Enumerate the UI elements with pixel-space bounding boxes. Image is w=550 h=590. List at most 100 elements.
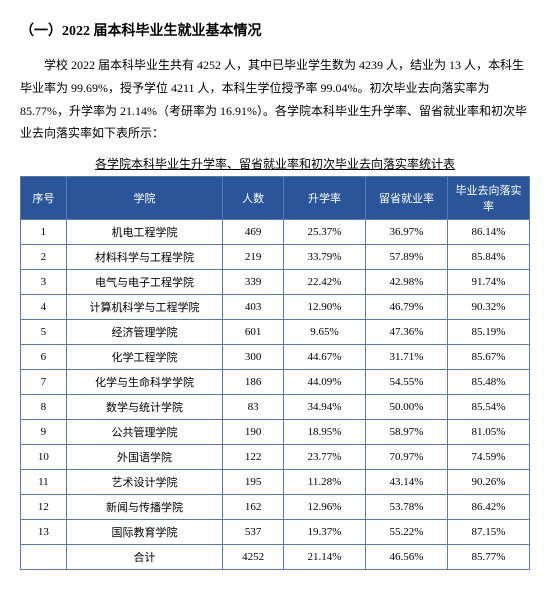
table-cell: 469 xyxy=(223,220,284,245)
table-row: 合计425221.14%46.56%85.77% xyxy=(21,545,530,570)
table-cell: 19.37% xyxy=(284,520,366,545)
table-cell: 46.79% xyxy=(365,295,447,320)
table-cell: 9.65% xyxy=(284,320,366,345)
table-row: 3电气与电子工程学院33922.42%42.98%91.74% xyxy=(21,270,530,295)
table-cell: 54.55% xyxy=(365,370,447,395)
table-cell: 9 xyxy=(21,420,67,445)
table-cell: 18.95% xyxy=(284,420,366,445)
table-cell: 46.56% xyxy=(365,545,447,570)
table-cell: 电气与电子工程学院 xyxy=(66,270,223,295)
table-row: 5经济管理学院6019.65%47.36%85.19% xyxy=(21,320,530,345)
table-cell: 42.98% xyxy=(365,270,447,295)
table-cell: 11.28% xyxy=(284,470,366,495)
table-cell: 186 xyxy=(223,370,284,395)
col-header-college: 学院 xyxy=(66,177,223,220)
table-row: 1机电工程学院46925.37%36.97%86.14% xyxy=(21,220,530,245)
table-cell: 195 xyxy=(223,470,284,495)
table-cell: 85.48% xyxy=(447,370,529,395)
table-cell: 12 xyxy=(21,495,67,520)
intro-paragraph: 学校 2022 届本科毕业生共有 4252 人，其中已毕业学生数为 4239 人… xyxy=(20,54,530,145)
table-cell: 122 xyxy=(223,445,284,470)
table-row: 6化学工程学院30044.67%31.71%85.67% xyxy=(21,345,530,370)
table-cell: 化学与生命科学学院 xyxy=(66,370,223,395)
table-row: 8数学与统计学院8334.94%50.00%85.54% xyxy=(21,395,530,420)
table-cell: 36.97% xyxy=(365,220,447,245)
table-cell: 11 xyxy=(21,470,67,495)
table-cell: 10 xyxy=(21,445,67,470)
table-cell: 公共管理学院 xyxy=(66,420,223,445)
table-cell: 47.36% xyxy=(365,320,447,345)
table-cell: 55.22% xyxy=(365,520,447,545)
table-cell: 4252 xyxy=(223,545,284,570)
table-cell: 数学与统计学院 xyxy=(66,395,223,420)
table-cell: 300 xyxy=(223,345,284,370)
table-cell: 50.00% xyxy=(365,395,447,420)
table-cell: 1 xyxy=(21,220,67,245)
table-cell: 339 xyxy=(223,270,284,295)
table-cell: 219 xyxy=(223,245,284,270)
table-cell: 601 xyxy=(223,320,284,345)
table-row: 9公共管理学院19018.95%58.97%81.05% xyxy=(21,420,530,445)
table-cell: 403 xyxy=(223,295,284,320)
table-cell: 25.37% xyxy=(284,220,366,245)
table-cell: 190 xyxy=(223,420,284,445)
table-row: 12新闻与传播学院16212.96%53.78%86.42% xyxy=(21,495,530,520)
table-cell: 化学工程学院 xyxy=(66,345,223,370)
table-cell: 4 xyxy=(21,295,67,320)
table-cell: 53.78% xyxy=(365,495,447,520)
col-header-outcome-rate: 毕业去向落实率 xyxy=(447,177,529,220)
table-cell: 83 xyxy=(223,395,284,420)
table-cell: 85.84% xyxy=(447,245,529,270)
table-cell: 13 xyxy=(21,520,67,545)
table-cell: 34.94% xyxy=(284,395,366,420)
table-cell: 86.14% xyxy=(447,220,529,245)
table-cell: 81.05% xyxy=(447,420,529,445)
table-row: 2材料科学与工程学院21933.79%57.89%85.84% xyxy=(21,245,530,270)
table-cell: 74.59% xyxy=(447,445,529,470)
table-cell: 57.89% xyxy=(365,245,447,270)
col-header-index: 序号 xyxy=(21,177,67,220)
table-cell: 合计 xyxy=(66,545,223,570)
table-cell: 材料科学与工程学院 xyxy=(66,245,223,270)
col-header-advance-rate: 升学率 xyxy=(284,177,366,220)
table-cell: 外国语学院 xyxy=(66,445,223,470)
col-header-count: 人数 xyxy=(223,177,284,220)
table-cell: 44.67% xyxy=(284,345,366,370)
table-cell: 新闻与传播学院 xyxy=(66,495,223,520)
table-header-row: 序号 学院 人数 升学率 留省就业率 毕业去向落实率 xyxy=(21,177,530,220)
table-cell: 31.71% xyxy=(365,345,447,370)
table-cell: 58.97% xyxy=(365,420,447,445)
table-cell: 21.14% xyxy=(284,545,366,570)
table-cell: 86.42% xyxy=(447,495,529,520)
table-cell: 162 xyxy=(223,495,284,520)
table-cell: 85.54% xyxy=(447,395,529,420)
table-row: 13国际教育学院53719.37%55.22%87.15% xyxy=(21,520,530,545)
table-cell: 艺术设计学院 xyxy=(66,470,223,495)
table-caption: 各学院本科毕业生升学率、留省就业率和初次毕业去向落实率统计表 xyxy=(20,155,530,172)
table-cell: 12.96% xyxy=(284,495,366,520)
table-cell: 6 xyxy=(21,345,67,370)
table-cell: 87.15% xyxy=(447,520,529,545)
table-cell xyxy=(21,545,67,570)
table-cell: 90.26% xyxy=(447,470,529,495)
table-cell: 8 xyxy=(21,395,67,420)
table-cell: 90.32% xyxy=(447,295,529,320)
table-body: 1机电工程学院46925.37%36.97%86.14%2材料科学与工程学院21… xyxy=(21,220,530,570)
table-row: 11艺术设计学院19511.28%43.14%90.26% xyxy=(21,470,530,495)
table-cell: 91.74% xyxy=(447,270,529,295)
table-row: 4计算机科学与工程学院40312.90%46.79%90.32% xyxy=(21,295,530,320)
section-title: （一）2022 届本科毕业生就业基本情况 xyxy=(20,20,530,40)
table-row: 10外国语学院12223.77%70.97%74.59% xyxy=(21,445,530,470)
table-cell: 43.14% xyxy=(365,470,447,495)
table-cell: 23.77% xyxy=(284,445,366,470)
table-cell: 计算机科学与工程学院 xyxy=(66,295,223,320)
table-cell: 2 xyxy=(21,245,67,270)
table-cell: 85.19% xyxy=(447,320,529,345)
table-cell: 85.77% xyxy=(447,545,529,570)
table-cell: 经济管理学院 xyxy=(66,320,223,345)
table-cell: 国际教育学院 xyxy=(66,520,223,545)
table-cell: 85.67% xyxy=(447,345,529,370)
stats-table: 序号 学院 人数 升学率 留省就业率 毕业去向落实率 1机电工程学院46925.… xyxy=(20,176,530,570)
table-cell: 12.90% xyxy=(284,295,366,320)
col-header-province-rate: 留省就业率 xyxy=(365,177,447,220)
